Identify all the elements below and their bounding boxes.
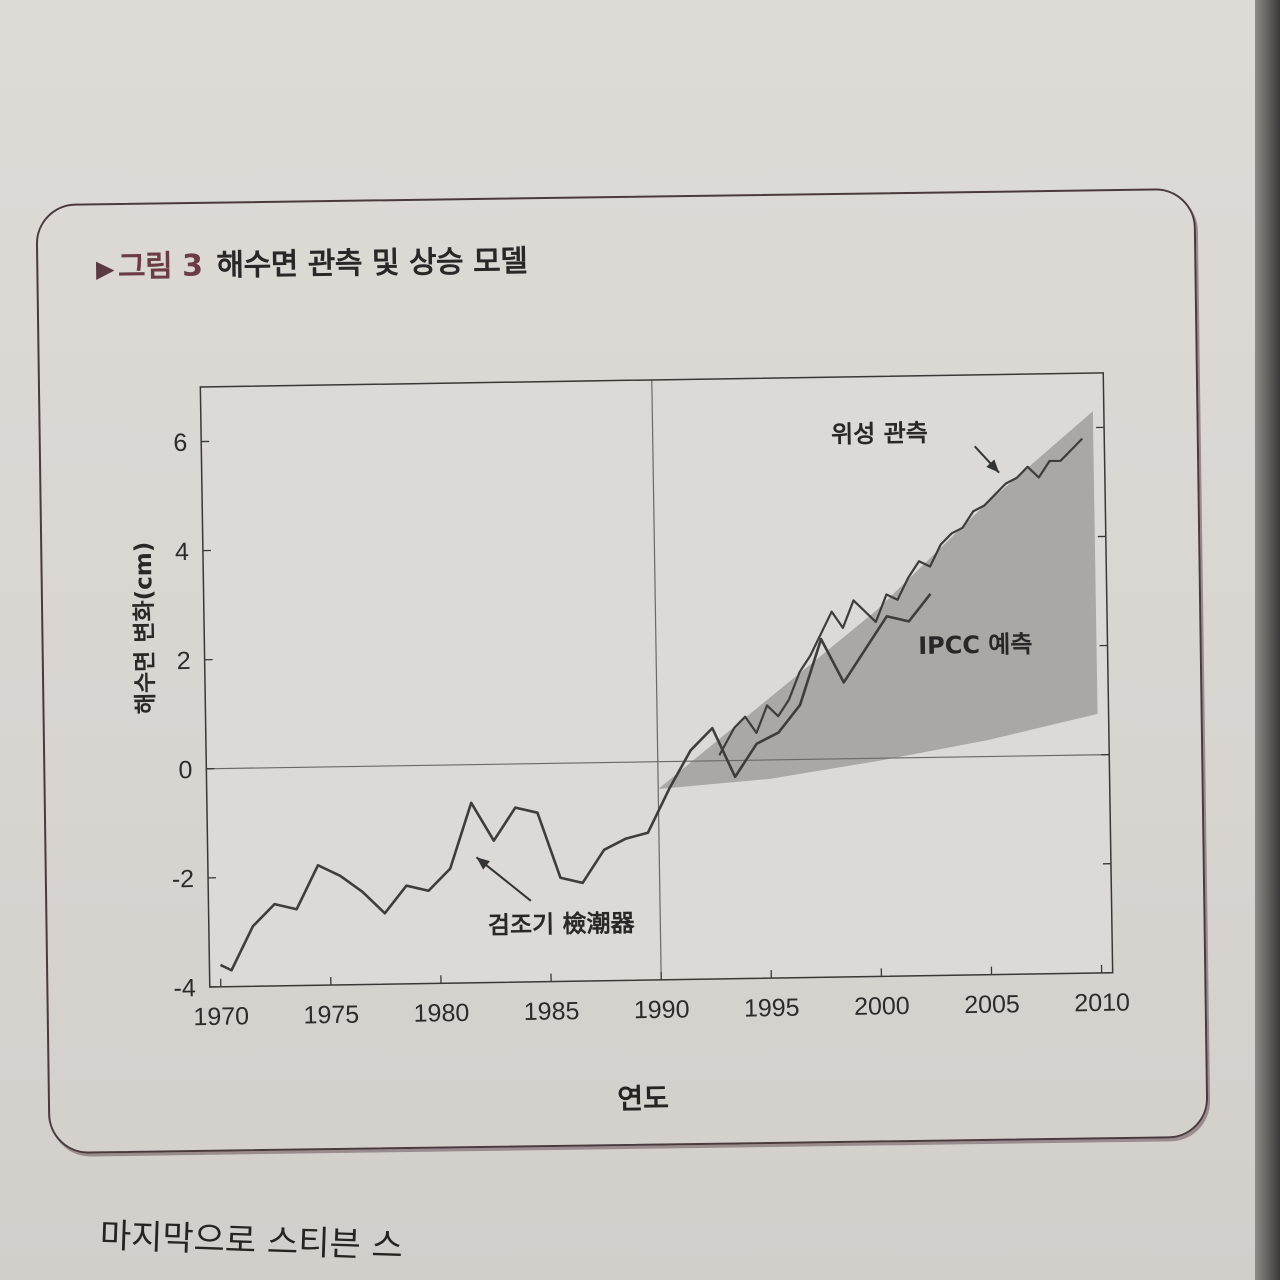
y-tick-label: 4: [175, 538, 189, 566]
ipcc-projection-band: [658, 411, 1098, 789]
reference-line-1990: [651, 379, 662, 980]
x-axis-label: 연도: [617, 1082, 669, 1116]
satellite-annotation: 위성 관측: [831, 419, 928, 449]
page-edge: [1255, 0, 1280, 1280]
x-tick-label: 1985: [524, 997, 580, 1026]
x-tick-label: 2000: [854, 992, 910, 1021]
tide-gauge-annotation-arrowhead: [476, 857, 490, 870]
x-tick-label: 2010: [1074, 989, 1130, 1018]
y-tick-label: -4: [173, 974, 196, 1002]
x-tick-label: 1970: [193, 1002, 249, 1031]
y-axis-label: 해수면 변화(cm): [131, 542, 160, 715]
x-tick-label: 1975: [303, 1001, 359, 1030]
x-tick-label: 1990: [634, 995, 690, 1024]
satellite-annotation-arrowhead: [986, 459, 1000, 473]
y-tick-label: 0: [178, 756, 192, 784]
y-tick-label: 6: [173, 429, 187, 457]
x-tick-label: 1980: [413, 999, 469, 1028]
tide-gauge-line: [219, 592, 932, 972]
satellite-observation-line: [718, 437, 1084, 756]
x-tick-label: 2005: [964, 990, 1020, 1019]
plot-layer: 1970 1975 1980 1985 1990 1995 2000 2005 2010 -4 -2…: [131, 372, 1130, 1116]
y-tick-label: -2: [172, 865, 195, 893]
tide-gauge-annotation: 검조기 檢潮器: [488, 909, 636, 939]
y-tick-label: 2: [177, 647, 191, 675]
ipcc-annotation: IPCC 예측: [918, 630, 1033, 660]
x-tick-label: 1995: [744, 994, 800, 1023]
